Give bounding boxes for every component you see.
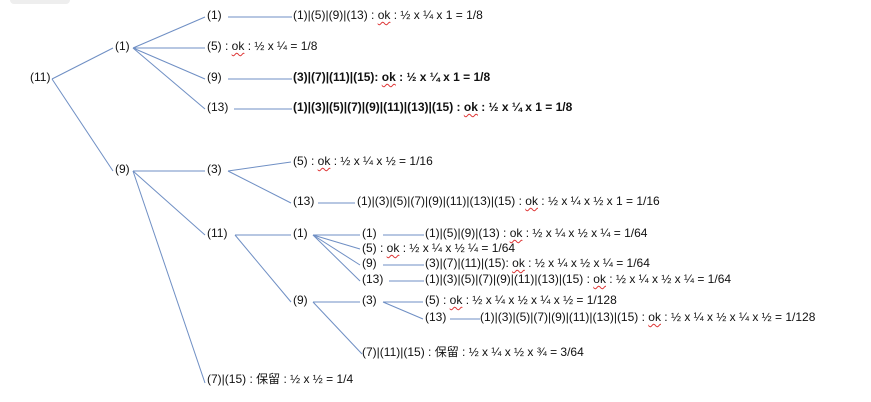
edge	[227, 161, 292, 172]
result: (1)|(3)|(5)|(7)|(9)|(11)|(13)|(15) : ok …	[293, 100, 573, 114]
node: (9)	[293, 293, 308, 307]
edge	[51, 47, 114, 80]
edge	[227, 170, 292, 204]
node: (13)	[207, 100, 229, 114]
node: (13)	[362, 272, 384, 286]
edge	[132, 47, 206, 80]
edge	[312, 234, 361, 282]
edge	[132, 16, 206, 49]
result: (3)|(7)|(11)|(15): ok : ½ x ¼ x 1 = 1/8	[293, 70, 491, 84]
node: (9)	[207, 70, 222, 84]
result: (1)|(5)|(9)|(13) : ok : ½ x ¼ x 1 = 1/8	[293, 8, 483, 22]
result-reserved: (7)|(15) : 保留 : ½ x ½ = 1/4	[207, 372, 354, 386]
result: (1)|(3)|(5)|(7)|(9)|(11)|(13)|(15) : ok …	[425, 272, 732, 286]
node: (11)	[207, 226, 228, 240]
edge	[132, 170, 206, 236]
edge	[51, 78, 114, 172]
node: (9)	[115, 162, 130, 176]
node: (3)	[362, 293, 377, 307]
result: (5) : ok : ½ x ¼ x ½ = 1/16	[293, 154, 433, 168]
edge	[234, 234, 292, 303]
node: (13)	[425, 310, 447, 324]
result: (5) : ok : ½ x ¼ x ½ x ¼ x ½ = 1/128	[425, 293, 617, 307]
edge	[312, 234, 361, 266]
node: (1)	[362, 226, 377, 240]
edge	[312, 234, 361, 250]
node: (13)	[293, 194, 315, 208]
node: (3)	[207, 162, 222, 176]
node: (1)	[115, 39, 130, 53]
result: (5) : ok : ½ x ¼ = 1/8	[207, 39, 318, 53]
result: (3)|(7)|(11)|(15): ok : ½ x ¼ x ½ x ¼ = …	[425, 256, 650, 270]
node: (1)	[293, 226, 308, 240]
edge	[312, 301, 363, 355]
result: (1)|(3)|(5)|(7)|(9)|(11)|(13)|(15) : ok …	[480, 310, 816, 324]
result: (5) : ok : ½ x ¼ x ½ ¼ = 1/64	[362, 241, 516, 255]
node: (9)	[362, 256, 377, 270]
node: (1)	[207, 8, 222, 22]
edge	[132, 170, 206, 384]
edge	[132, 47, 206, 110]
result: (1)|(5)|(9)|(13) : ok : ½ x ¼ x ½ x ¼ = …	[425, 226, 648, 240]
node-root: (11)	[30, 70, 51, 84]
edge	[382, 301, 424, 320]
result: (1)|(3)|(5)|(7)|(9)|(11)|(13)|(15) : ok …	[357, 194, 660, 208]
decorative-blob	[10, 0, 70, 4]
result-reserved: (7)|(11)|(15) : 保留 : ½ x ¼ x ½ x ¾ = 3/6…	[362, 345, 584, 359]
